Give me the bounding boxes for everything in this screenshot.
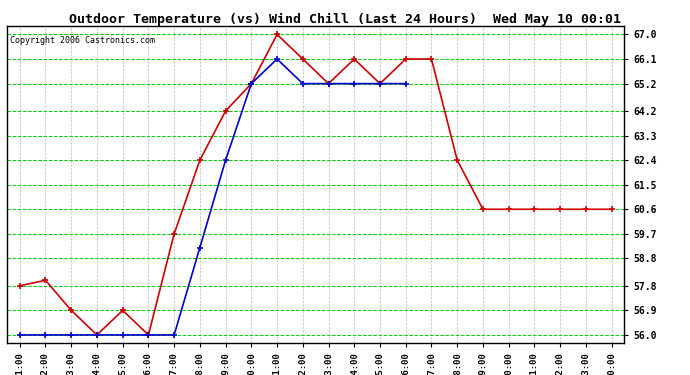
Text: Outdoor Temperature (vs) Wind Chill (Last 24 Hours)  Wed May 10 00:01: Outdoor Temperature (vs) Wind Chill (Las… — [69, 13, 621, 26]
Text: Copyright 2006 Castronics.com: Copyright 2006 Castronics.com — [10, 36, 155, 45]
